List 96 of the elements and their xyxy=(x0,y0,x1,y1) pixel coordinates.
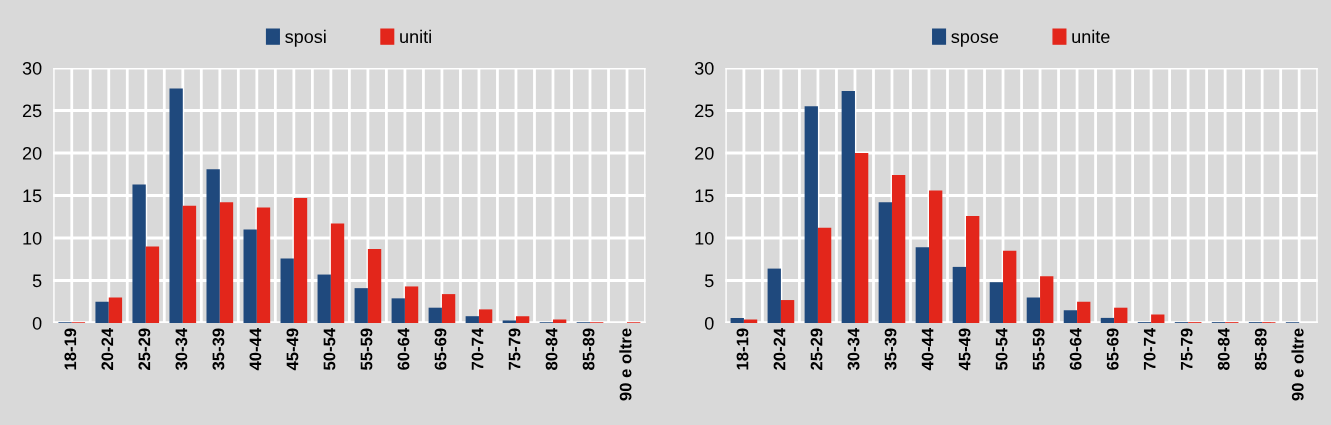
legend-label: sposi xyxy=(285,29,326,47)
bar xyxy=(145,246,160,323)
x-tick-label: 90 e oltre xyxy=(1291,328,1304,401)
y-tick-label: 10 xyxy=(695,231,714,245)
x-tick-label: 18-19 xyxy=(736,328,749,370)
x-tick-label: 80-84 xyxy=(1217,327,1230,370)
y-tick-label: 5 xyxy=(704,274,714,288)
y-tick-label: 10 xyxy=(23,231,42,245)
bar xyxy=(108,297,123,323)
x-tick-label: 85-89 xyxy=(582,328,595,370)
y-tick-label: 15 xyxy=(695,189,714,203)
bar xyxy=(441,294,456,323)
bar xyxy=(730,317,744,323)
legend-label: unite xyxy=(1072,29,1110,44)
bar xyxy=(878,202,892,323)
bar xyxy=(404,286,419,323)
bar xyxy=(767,268,781,323)
bar xyxy=(478,309,493,323)
x-tick-label: 60-64 xyxy=(397,327,410,370)
bar xyxy=(206,169,220,323)
x-tick-label: 70-74 xyxy=(1143,327,1156,370)
bar xyxy=(367,249,382,323)
x-tick-label: 90 e oltre xyxy=(619,328,632,401)
x-tick-label: 45-49 xyxy=(286,328,299,371)
legend-label: uniti xyxy=(400,29,431,44)
x-tick-label: 30-34 xyxy=(847,327,860,371)
bar xyxy=(391,298,405,323)
x-tick-label: 65-69 xyxy=(434,328,447,370)
x-tick-label: 85-89 xyxy=(1254,328,1267,370)
x-tick-label: 75-79 xyxy=(508,328,521,370)
y-tick-label: 25 xyxy=(695,104,714,118)
bar xyxy=(465,316,479,323)
x-tick-label: 18-19 xyxy=(64,328,77,370)
bar xyxy=(929,190,943,323)
x-tick-label: 45-49 xyxy=(958,328,971,371)
bar xyxy=(132,184,146,323)
x-tick-label: 40-44 xyxy=(921,327,934,371)
x-tick-label: 20-24 xyxy=(773,327,786,370)
x-tick-label: 35-39 xyxy=(884,328,897,371)
bar xyxy=(515,316,530,323)
x-tick-label: 40-44 xyxy=(249,327,262,371)
bar xyxy=(1003,250,1017,323)
bar xyxy=(502,320,516,323)
x-tick-label: 25-29 xyxy=(138,328,151,370)
x-tick-label: 55-59 xyxy=(360,328,373,370)
bar xyxy=(95,301,109,323)
bar xyxy=(952,266,967,323)
x-tick-label: 70-74 xyxy=(471,327,484,370)
bar xyxy=(243,229,257,323)
y-tick-label: 30 xyxy=(694,61,714,75)
bar xyxy=(1077,301,1091,323)
y-tick-label: 15 xyxy=(23,189,42,203)
bar xyxy=(293,198,308,323)
bar xyxy=(330,223,345,323)
bar xyxy=(804,106,818,323)
bar xyxy=(854,153,869,323)
x-tick-label: 50-54 xyxy=(995,327,1008,370)
bar xyxy=(317,274,331,323)
bar xyxy=(182,205,197,323)
bar xyxy=(280,258,294,323)
bar xyxy=(1026,297,1041,323)
bar xyxy=(817,227,832,323)
bar xyxy=(915,247,929,323)
x-tick-label: 75-79 xyxy=(1180,328,1193,370)
x-tick-label: 80-84 xyxy=(545,327,558,370)
legend-label: spose xyxy=(951,33,999,47)
bar xyxy=(891,175,906,323)
bar xyxy=(1063,310,1078,323)
x-tick-label: 35-39 xyxy=(212,328,225,371)
x-tick-label: 25-29 xyxy=(810,328,823,370)
y-tick-label: 5 xyxy=(32,274,42,288)
x-tick-label: 60-64 xyxy=(1069,327,1082,370)
x-tick-label: 50-54 xyxy=(323,327,336,370)
y-tick-label: 0 xyxy=(704,316,714,330)
bar xyxy=(989,282,1004,323)
y-tick-label: 20 xyxy=(695,146,714,160)
bar xyxy=(780,300,795,323)
bar xyxy=(428,307,442,323)
bar xyxy=(1040,276,1054,323)
x-tick-label: 20-24 xyxy=(101,327,114,370)
bar xyxy=(169,88,183,323)
y-tick-label: 20 xyxy=(22,146,42,160)
x-tick-label: 65-69 xyxy=(1106,328,1119,370)
bar xyxy=(966,215,980,323)
y-tick-label: 0 xyxy=(32,316,42,330)
y-tick-label: 25 xyxy=(22,104,42,118)
bar xyxy=(354,288,368,323)
bar xyxy=(219,202,234,323)
bar xyxy=(1151,314,1165,323)
y-tick-label: 30 xyxy=(22,61,42,75)
x-tick-label: 55-59 xyxy=(1032,328,1045,370)
bar xyxy=(841,90,855,323)
bar xyxy=(1100,317,1115,323)
bar xyxy=(256,207,271,323)
x-tick-label: 30-34 xyxy=(175,327,188,371)
bar xyxy=(1114,307,1128,323)
